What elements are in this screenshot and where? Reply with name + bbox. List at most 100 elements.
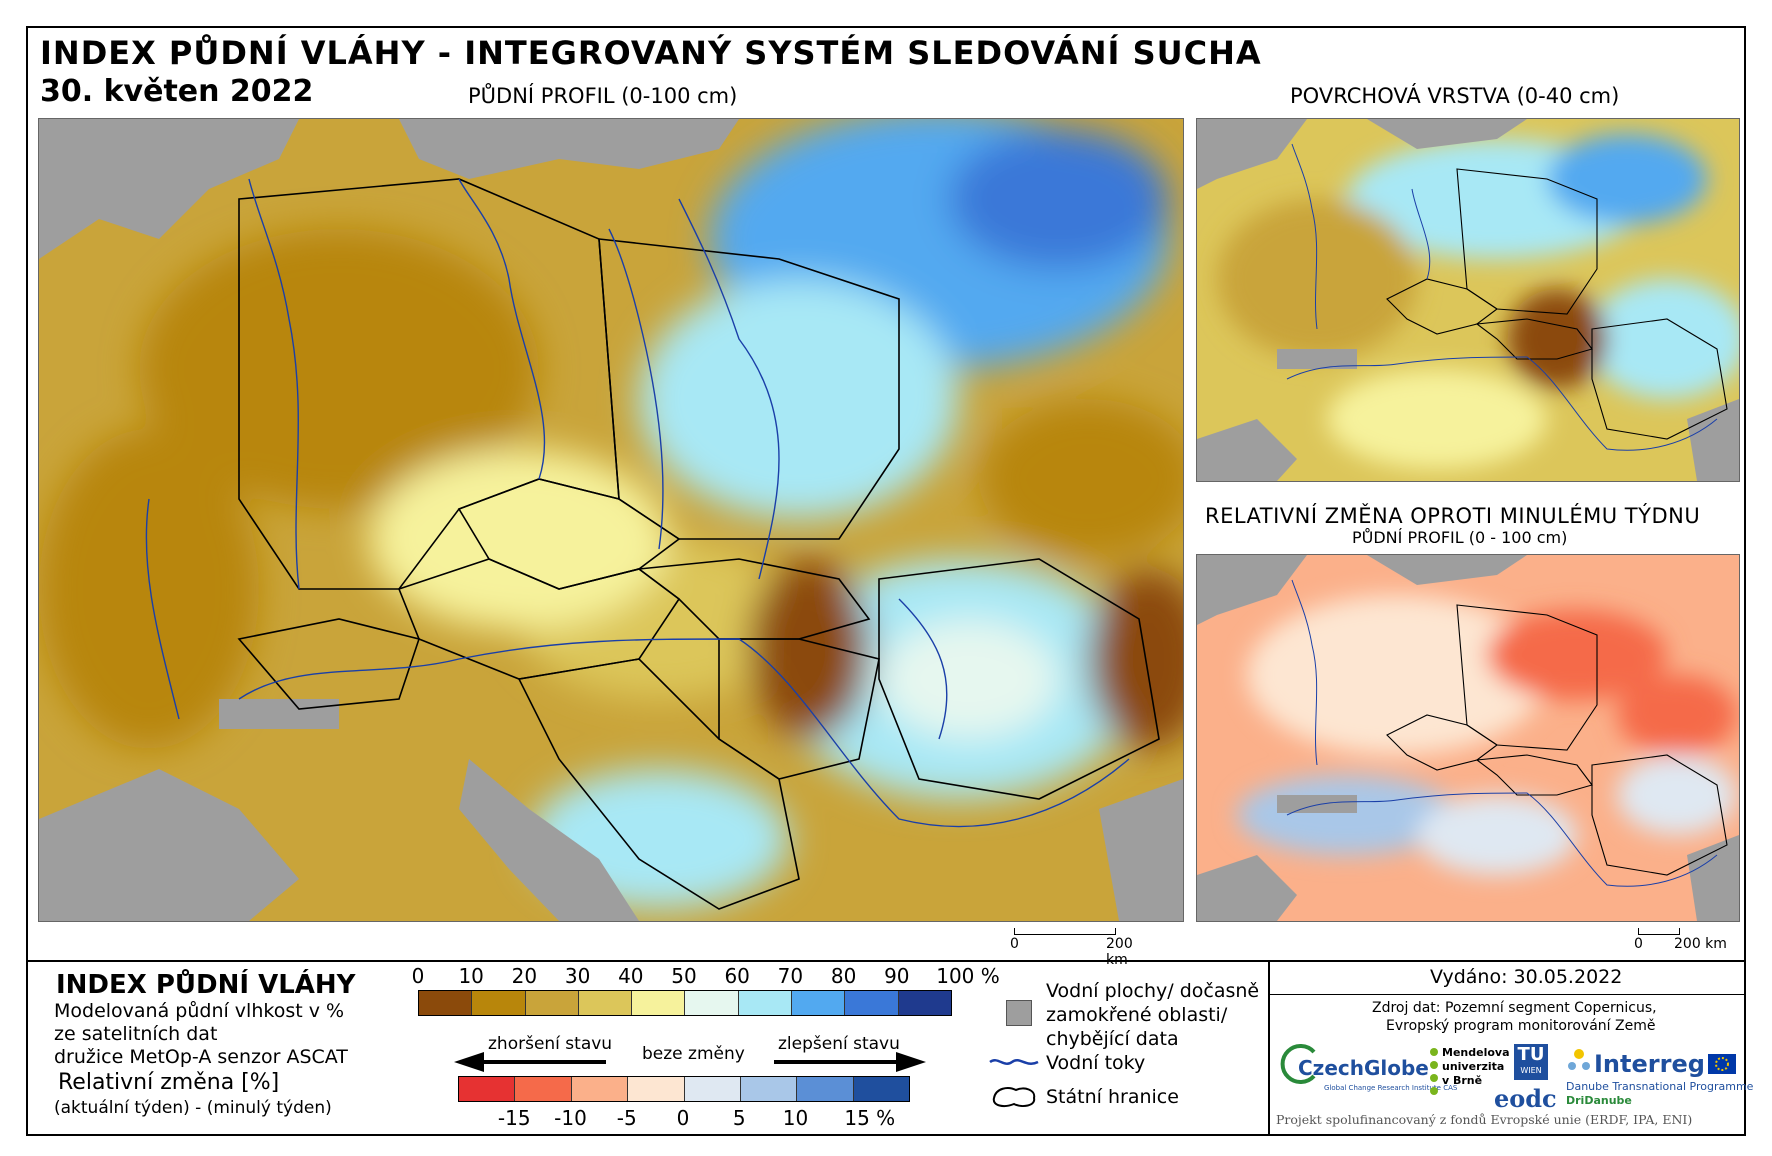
change-border-romania <box>1591 754 1728 876</box>
relative-change-map <box>1196 554 1740 922</box>
interreg-logo-sub-1: Danube Transnational Programme <box>1566 1080 1754 1093</box>
topsoil-border-romania <box>1591 318 1728 440</box>
border-romania <box>878 558 1160 800</box>
legend-borders-label: Státní hranice <box>1046 1086 1179 1108</box>
change-colorbar-swatch <box>571 1077 629 1101</box>
river-elbe <box>458 178 546 480</box>
main-map-label: PŮDNÍ PROFIL (0-100 cm) <box>468 84 738 108</box>
change-north-sea <box>1197 555 1307 625</box>
index-tick-label: 40 <box>618 964 644 988</box>
legend-relative-desc: (aktuální týden) - (minulý týden) <box>54 1098 332 1118</box>
change-slightly-better-area <box>1417 795 1577 875</box>
small-scalebar-end: 200 km <box>1674 936 1727 952</box>
topsoil-wet-area <box>1547 134 1707 224</box>
topsoil-med-sea <box>1197 419 1297 481</box>
index-colorbar-swatch <box>472 991 526 1015</box>
main-scalebar-graphic <box>1014 928 1116 935</box>
index-colorbar-swatch <box>898 991 951 1015</box>
interreg-logo-sub-2: DriDanube <box>1566 1094 1632 1107</box>
topsoil-normal-south <box>1327 369 1547 469</box>
czechglobe-logo-sub: Global Change Research Institute CAS <box>1324 1084 1458 1092</box>
border-outline-icon <box>992 1087 1036 1107</box>
interreg-logo: Interreg <box>1594 1050 1705 1078</box>
change-tick-label: 15 % <box>844 1106 896 1130</box>
legend-water-label-2: zamokřené oblasti/ <box>1046 1004 1228 1026</box>
change-colorbar-swatch <box>684 1077 741 1101</box>
change-colorbar <box>458 1076 910 1102</box>
missing-data-swatch <box>1006 1000 1032 1026</box>
interreg-emblem-icon <box>1568 1049 1590 1070</box>
change-colorbar-swatch <box>797 1077 854 1101</box>
very-dry-area-center <box>749 559 869 739</box>
change-colorbar-swatch <box>740 1077 798 1101</box>
change-border-poland <box>1456 604 1598 751</box>
topsoil-border-poland <box>1456 168 1598 315</box>
map-frame <box>26 26 1746 1136</box>
change-border-czechia <box>1386 714 1498 771</box>
change-black-sea <box>1687 835 1739 921</box>
mediterranean-sea <box>39 769 299 921</box>
index-colorbar-swatch <box>738 991 793 1015</box>
legend-divider <box>1268 960 1270 1136</box>
legend-index-title: INDEX PŮDNÍ VLÁHY <box>56 970 356 1000</box>
small-scalebar-start: 0 <box>1634 936 1643 952</box>
change-map-label: RELATIVNÍ ZMĚNA OPROTI MINULÉMU TÝDNU <box>1205 504 1701 528</box>
north-sea <box>39 119 299 259</box>
issued-date: Vydáno: 30.05.2022 <box>1430 966 1623 988</box>
data-source-line-2: Evropský program monitorování Země <box>1386 1018 1656 1034</box>
funding-note: Projekt spolufinancovaný z fondů Evropsk… <box>1276 1112 1693 1127</box>
index-tick-label: 20 <box>511 964 538 988</box>
legend-relative-title: Relativní změna [%] <box>58 1070 280 1095</box>
river-vistula <box>678 198 780 580</box>
change-tick-label: -5 <box>616 1106 637 1130</box>
very-dry-area-east <box>1089 569 1183 749</box>
change-tick-label: 5 <box>732 1106 746 1130</box>
change-colorbar-swatch <box>628 1077 685 1101</box>
index-colorbar-swatch <box>845 991 899 1015</box>
topsoil-river-danube <box>1286 356 1718 451</box>
small-scalebar-graphic <box>1638 928 1680 935</box>
border-austria <box>397 558 681 680</box>
border-switzerland <box>237 618 421 710</box>
index-colorbar-swatch <box>525 991 579 1015</box>
topsoil-dry-west <box>1217 199 1417 359</box>
river-line-icon <box>989 1059 1039 1065</box>
small-map-scalebar: 0 200 km <box>1634 924 1734 954</box>
topsoil-rivers <box>1286 143 1718 451</box>
index-tick-label: 10 <box>458 964 484 988</box>
topsoil-missing-alps <box>1277 349 1357 369</box>
index-tick-label: 90 <box>884 964 910 988</box>
change-rivers <box>1286 579 1718 887</box>
change-tick-label: 0 <box>676 1106 690 1130</box>
black-sea <box>1099 779 1183 921</box>
main-map-svg <box>39 119 1183 921</box>
change-worse-area-north <box>1487 610 1667 700</box>
border-poland <box>598 238 900 540</box>
change-baltic-sea <box>1367 555 1527 585</box>
tuwien-logo-wien: WIEN <box>1520 1066 1542 1075</box>
index-tick-label: 60 <box>724 964 750 988</box>
legend-water-label-3: chybějící data <box>1046 1028 1179 1050</box>
river-rhone <box>145 498 180 720</box>
index-tick-label: 70 <box>777 964 804 988</box>
legend-water-label-1: Vodní plochy/ dočasně <box>1046 980 1260 1002</box>
data-source-line-1: Zdroj dat: Pozemní segment Copernicus, <box>1372 1000 1657 1016</box>
change-map-sublabel: PŮDNÍ PROFIL (0 - 100 cm) <box>1352 528 1568 547</box>
issue-date-title: 30. květen 2022 <box>40 74 314 109</box>
change-missing-alps <box>1277 795 1357 813</box>
topsoil-baltic-sea <box>1367 119 1527 149</box>
legend-index-desc-1: Modelovaná půdní vlhkost v % <box>54 1000 345 1022</box>
eodc-logo: eodc <box>1494 1084 1557 1113</box>
worse-arrow-icon <box>454 1052 606 1072</box>
topsoil-north-sea <box>1197 119 1307 189</box>
change-map-svg <box>1197 555 1739 921</box>
main-map-scalebar: 0 200 km <box>1010 924 1140 968</box>
topsoil-moist-east <box>1587 279 1739 399</box>
river-oder <box>608 228 664 550</box>
change-colorbar-swatch <box>459 1077 516 1101</box>
border-germany <box>238 178 620 590</box>
index-tick-label: 30 <box>564 964 591 988</box>
change-border-slovakia <box>1475 754 1593 796</box>
change-worse-area-east <box>1617 675 1737 755</box>
topsoil-river-rhine <box>1291 143 1318 330</box>
